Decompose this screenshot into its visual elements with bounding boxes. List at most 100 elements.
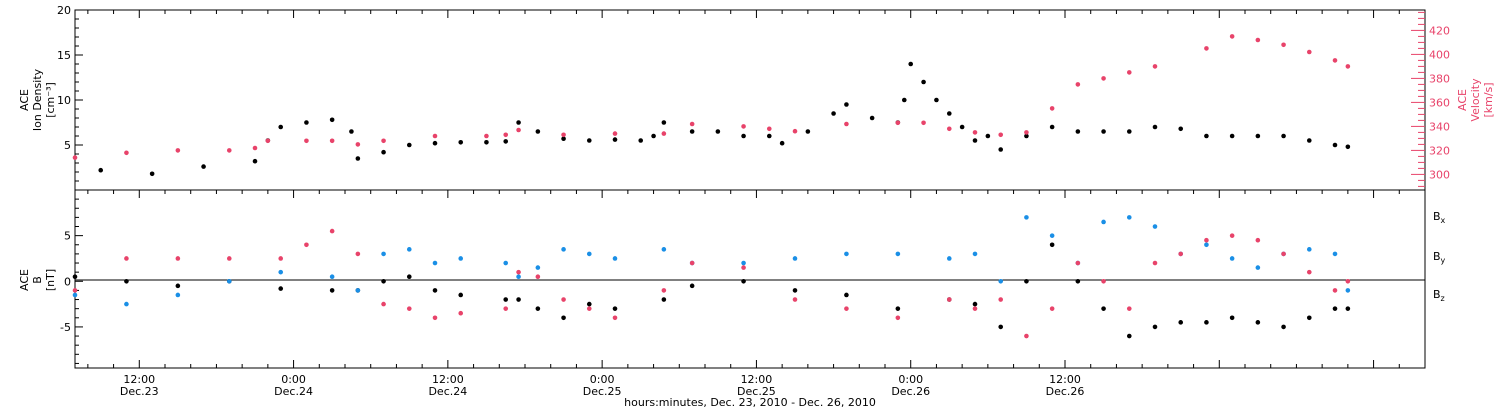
By-point	[792, 256, 798, 261]
Bz-point	[406, 306, 412, 311]
Bx-point	[1255, 320, 1261, 325]
density-point	[304, 120, 309, 125]
By-point	[406, 247, 412, 252]
density-point	[766, 133, 772, 139]
density-point	[1332, 142, 1338, 148]
Bz-point	[946, 297, 952, 302]
Bx-point	[381, 278, 386, 284]
Bz-point	[124, 256, 129, 261]
velocity-point	[561, 132, 566, 138]
velocity-axis-label-line2: Velocity	[1469, 78, 1482, 122]
Bz-point	[304, 242, 309, 248]
velocity-tick-label: 340	[1429, 120, 1450, 133]
density-point	[201, 164, 206, 169]
velocity-point	[503, 132, 509, 138]
density-point	[1204, 133, 1209, 139]
density-point	[1024, 133, 1029, 139]
Bz-point	[895, 315, 901, 321]
Bx-point	[535, 306, 541, 311]
b-tick-label: -5	[60, 321, 71, 334]
By-point	[1126, 215, 1132, 220]
b-tick-label: 5	[64, 230, 71, 243]
velocity-point	[516, 127, 521, 133]
density-point	[1101, 129, 1106, 134]
density-point	[689, 129, 695, 134]
density-point	[908, 61, 914, 67]
bottom-panel-points	[72, 215, 1351, 339]
velocity-tick-label: 300	[1429, 168, 1450, 181]
velocity-point	[226, 148, 232, 153]
density-point	[349, 129, 354, 134]
density-point	[972, 138, 978, 143]
density-point	[959, 124, 965, 130]
velocity-point	[1204, 46, 1209, 51]
velocity-tick-label: 320	[1429, 144, 1450, 157]
By-point	[1332, 251, 1338, 257]
Bx-point	[124, 278, 129, 284]
velocity-point	[844, 121, 849, 127]
Bx-point	[844, 292, 849, 298]
By-point	[381, 251, 386, 257]
Bz-point	[1075, 260, 1081, 266]
velocity-point	[329, 138, 335, 144]
density-point	[1075, 129, 1081, 134]
density-point	[1152, 124, 1158, 130]
By-point	[1204, 242, 1209, 248]
Bx-point	[561, 315, 566, 321]
density-point	[1306, 138, 1312, 143]
x-tick-date-label: Dec.24	[428, 385, 467, 398]
density-point	[503, 139, 509, 144]
Bz-point	[226, 256, 232, 261]
top-panel-frame	[74, 9, 1426, 191]
By-point	[1024, 215, 1029, 220]
Bx-point	[329, 288, 335, 293]
density-point	[831, 111, 836, 116]
By-point	[1101, 219, 1106, 225]
velocity-point	[689, 121, 695, 127]
Bz-point	[458, 310, 464, 316]
By-point	[72, 292, 78, 298]
Bx-point	[661, 297, 667, 302]
legend-by: By	[1433, 250, 1446, 265]
velocity-axis-label: ACE Velocity [km/s]	[1456, 78, 1495, 122]
Bz-point	[561, 297, 566, 302]
velocity-point	[124, 150, 129, 156]
velocity-point	[304, 138, 309, 144]
Bz-point	[1126, 306, 1132, 311]
Bz-point	[1101, 278, 1106, 284]
velocity-point	[1345, 64, 1351, 69]
legend-bz: Bz	[1433, 288, 1445, 303]
velocity-point	[355, 142, 361, 147]
velocity-point	[381, 138, 386, 144]
x-tick-date-label: Dec.23	[120, 385, 159, 398]
Bz-point	[972, 306, 978, 311]
By-point	[741, 260, 746, 266]
b-axis-label-line2: B	[31, 276, 44, 284]
Bx-point	[741, 278, 746, 284]
By-point	[124, 301, 129, 307]
By-point	[1152, 224, 1158, 229]
Bx-point	[1101, 306, 1106, 311]
Bz-point	[1049, 306, 1055, 311]
Bz-point	[612, 315, 618, 321]
velocity-point	[921, 120, 926, 126]
density-point	[458, 140, 464, 145]
velocity-point	[175, 148, 181, 153]
density-tick-label: 20	[57, 4, 71, 17]
density-point	[1345, 144, 1351, 150]
density-point	[1281, 133, 1286, 139]
density-tick-label: 15	[57, 49, 71, 62]
Bx-point	[689, 283, 695, 289]
x-tick-time-label: 12:00	[741, 373, 773, 386]
density-point	[715, 129, 721, 134]
density-point	[432, 140, 438, 146]
Bx-point	[516, 297, 521, 302]
x-axis-label: hours:minutes, Dec. 23, 2010 - Dec. 26, …	[624, 396, 876, 409]
density-point	[741, 133, 746, 139]
Bz-point	[1229, 233, 1235, 238]
By-point	[998, 278, 1004, 284]
By-point	[1306, 247, 1312, 252]
x-tick-time-label: 0:00	[898, 373, 923, 386]
density-point	[1255, 133, 1261, 139]
density-point	[946, 111, 952, 116]
